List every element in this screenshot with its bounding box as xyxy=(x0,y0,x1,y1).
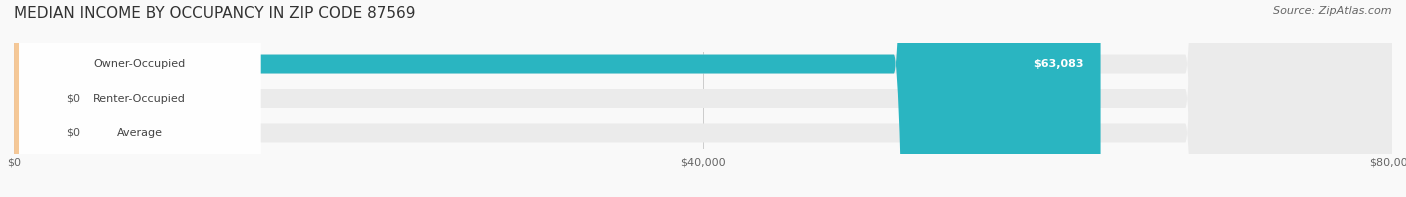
FancyBboxPatch shape xyxy=(14,0,1392,197)
Text: $63,083: $63,083 xyxy=(1033,59,1084,69)
Text: Average: Average xyxy=(117,128,163,138)
FancyBboxPatch shape xyxy=(14,0,1392,197)
FancyBboxPatch shape xyxy=(14,0,58,197)
Text: $0: $0 xyxy=(66,128,80,138)
Text: Owner-Occupied: Owner-Occupied xyxy=(94,59,186,69)
Text: Source: ZipAtlas.com: Source: ZipAtlas.com xyxy=(1274,6,1392,16)
Text: Renter-Occupied: Renter-Occupied xyxy=(93,94,186,103)
FancyBboxPatch shape xyxy=(20,0,260,197)
FancyBboxPatch shape xyxy=(14,0,1101,197)
FancyBboxPatch shape xyxy=(20,0,260,197)
FancyBboxPatch shape xyxy=(14,0,1392,197)
Text: $0: $0 xyxy=(66,94,80,103)
Text: MEDIAN INCOME BY OCCUPANCY IN ZIP CODE 87569: MEDIAN INCOME BY OCCUPANCY IN ZIP CODE 8… xyxy=(14,6,416,21)
FancyBboxPatch shape xyxy=(14,0,58,197)
FancyBboxPatch shape xyxy=(20,0,260,197)
